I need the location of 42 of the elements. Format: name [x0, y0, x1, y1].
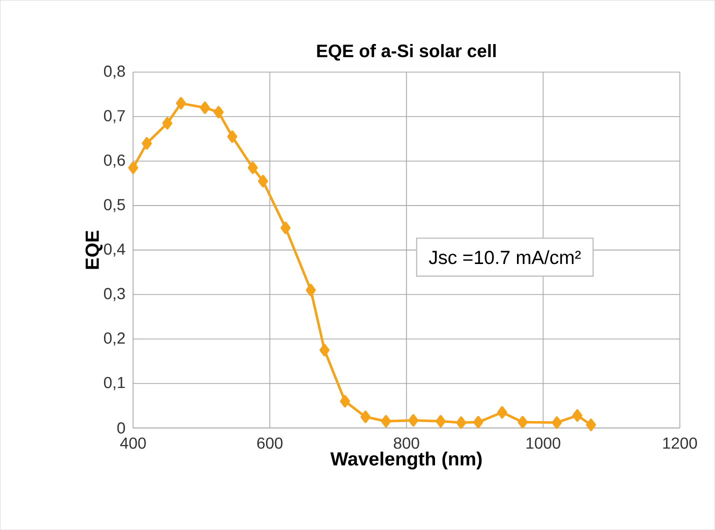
point [162, 117, 172, 130]
y-tick-label: 0 [117, 422, 125, 434]
point [473, 416, 484, 428]
x-axis-title: Wavelength (nm) [330, 452, 482, 470]
y-tick-label: 0,7 [104, 110, 125, 124]
point [340, 394, 350, 408]
point [586, 418, 596, 432]
point [319, 344, 330, 356]
x-tick-label: 800 [394, 437, 420, 449]
x-tick-label: 400 [120, 437, 146, 449]
y-axis-title: EQE [86, 230, 102, 269]
point [360, 410, 370, 424]
point [128, 161, 138, 174]
chart-title: EQE of a-Si solar cell [317, 44, 496, 61]
y-tick-label: 0,3 [104, 288, 125, 302]
point [258, 174, 268, 188]
annotation: Jsc =10.7 mA/cm² [428, 250, 581, 264]
x-tick-label: 1200 [663, 437, 697, 449]
point [176, 97, 186, 110]
point [518, 416, 528, 428]
x-tick-label: 1000 [526, 437, 560, 449]
point [306, 284, 316, 296]
point [497, 406, 508, 419]
x-tick-label: 600 [257, 437, 283, 449]
y-tick-label: 0,6 [104, 154, 125, 168]
point [408, 414, 418, 427]
y-tick-label: 0,8 [104, 66, 125, 79]
y-tick-label: 0,2 [104, 332, 125, 346]
y-tick-label: 0,1 [104, 376, 125, 390]
y-tick-label: 0,4 [104, 243, 126, 257]
point [552, 416, 562, 429]
point [142, 137, 152, 150]
y-tick-label: 0,5 [104, 198, 125, 212]
point [214, 106, 224, 118]
point [280, 222, 291, 234]
point [456, 416, 466, 429]
point [227, 130, 238, 143]
point [248, 161, 258, 174]
point [436, 414, 446, 428]
point [572, 409, 582, 422]
point [200, 101, 210, 114]
point [380, 414, 391, 428]
